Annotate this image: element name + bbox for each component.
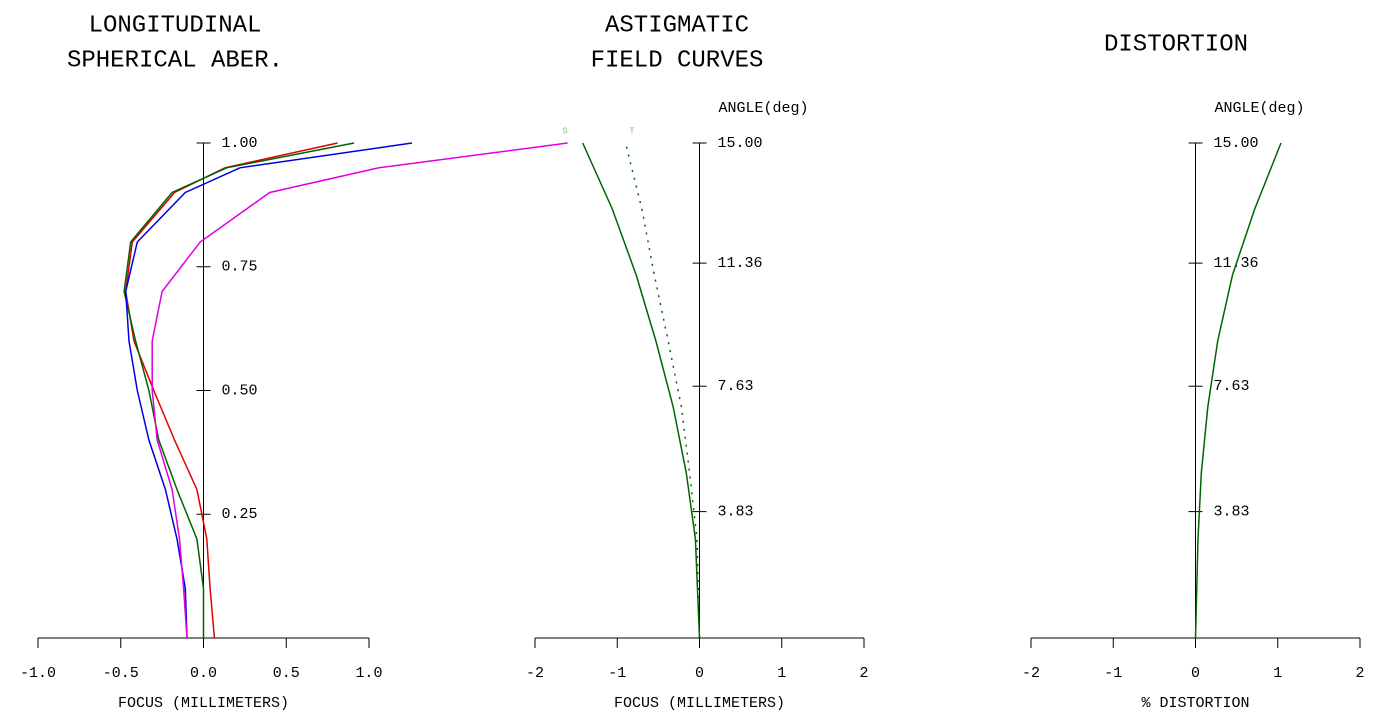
annotation: S [562, 126, 567, 136]
chart-title: LONGITUDINAL [89, 12, 262, 39]
y-tick-label: 0.50 [222, 382, 258, 399]
series-line [151, 142, 568, 639]
x-axis-label: FOCUS (MILLIMETERS) [118, 695, 289, 712]
y-axis-label: ANGLE(deg) [1214, 100, 1304, 117]
y-tick-label: 7.63 [1214, 378, 1250, 395]
series-line [123, 142, 355, 638]
x-tick-label: 2 [859, 665, 868, 682]
x-axis-label: % DISTORTION [1141, 695, 1249, 712]
series-line [624, 142, 701, 639]
x-axis-label: FOCUS (MILLIMETERS) [614, 695, 785, 712]
y-tick-label: 15.00 [1214, 135, 1259, 152]
x-tick-label: -0.5 [103, 665, 139, 682]
x-tick-label: 1 [777, 665, 786, 682]
y-tick-label: 3.83 [718, 504, 754, 521]
x-tick-label: 0 [695, 665, 704, 682]
x-tick-label: -1.0 [20, 665, 56, 682]
x-tick-label: 0.5 [273, 665, 300, 682]
x-tick-label: 0.0 [190, 665, 217, 682]
chart-title: FIELD CURVES [591, 47, 764, 74]
y-tick-label: 1.00 [222, 135, 258, 152]
x-tick-label: -2 [1022, 665, 1040, 682]
x-tick-label: 1 [1273, 665, 1282, 682]
chart-title: SPHERICAL ABER. [67, 47, 283, 74]
series-line [124, 142, 413, 639]
annotation: T [629, 126, 635, 136]
x-tick-label: -1 [1104, 665, 1122, 682]
x-tick-label: -2 [526, 665, 544, 682]
y-tick-label: 3.83 [1214, 504, 1250, 521]
x-tick-label: 2 [1355, 665, 1364, 682]
y-tick-label: 7.63 [718, 378, 754, 395]
series-line [1194, 142, 1282, 639]
chart-title: ASTIGMATIC [605, 12, 749, 39]
x-tick-label: -1 [608, 665, 626, 682]
chart-title: DISTORTION [1104, 31, 1248, 58]
y-axis-label: ANGLE(deg) [718, 100, 808, 117]
y-tick-label: 0.75 [222, 259, 258, 276]
series-line [582, 142, 701, 639]
y-tick-label: 11.36 [718, 255, 763, 272]
x-tick-label: 0 [1191, 665, 1200, 682]
y-tick-label: 15.00 [718, 135, 763, 152]
y-tick-label: 0.25 [222, 506, 258, 523]
x-tick-label: 1.0 [355, 665, 382, 682]
